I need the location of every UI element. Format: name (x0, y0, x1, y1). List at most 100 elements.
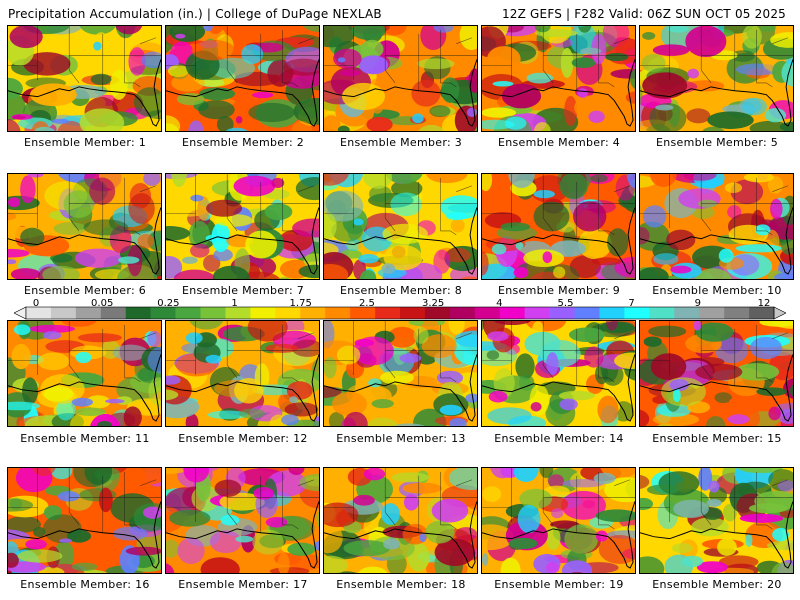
precip-cell (11, 343, 31, 370)
precip-cell (640, 226, 650, 245)
colorbar-tick-label: 7 (628, 298, 635, 309)
precip-cell (441, 77, 460, 104)
precip-cell (402, 482, 443, 494)
precip-cell (366, 417, 399, 426)
precip-core (166, 375, 181, 385)
precip-core (545, 561, 560, 573)
precip-core (358, 253, 379, 264)
ensemble-member-label: Ensemble Member: 11 (20, 432, 150, 445)
colorbar-swatch (26, 307, 52, 319)
map-title: Precipitation Accumulation (in.) | Colle… (8, 7, 382, 21)
precip-cell (517, 504, 541, 534)
state-border (772, 332, 789, 339)
precip-cell (239, 408, 266, 419)
precip-core (515, 242, 524, 250)
precip-cell (671, 543, 693, 554)
precip-core (681, 555, 703, 568)
precip-cell (403, 494, 419, 511)
precip-cell (8, 212, 17, 221)
precip-cell (331, 219, 363, 242)
precip-cell (459, 26, 477, 51)
precip-cell (324, 502, 359, 528)
precip-cell (717, 538, 737, 556)
precip-core (533, 189, 555, 199)
precip-cell (487, 180, 514, 211)
state-border (700, 69, 712, 84)
colorbar-tick-label: 0.25 (157, 298, 180, 309)
precip-cell (508, 174, 535, 188)
state-border (282, 377, 299, 383)
precip-cell (183, 468, 209, 483)
precip-cell (707, 111, 754, 129)
precip-cell (573, 201, 607, 232)
state-border (700, 364, 712, 379)
colorbar-swatch (200, 307, 226, 319)
precip-cell (640, 84, 643, 106)
precip-cell (85, 395, 111, 409)
precip-cell (742, 97, 767, 116)
precip-cell (171, 174, 187, 188)
precip-cell (43, 514, 82, 544)
precip-cell (169, 509, 211, 527)
coastline (166, 207, 319, 275)
precip-core (487, 331, 509, 342)
coastline (640, 501, 793, 569)
precip-cell (577, 228, 612, 260)
precip-cell (303, 253, 319, 269)
precip-cell (90, 73, 112, 85)
precip-cell (74, 248, 123, 268)
precip-cell (434, 538, 476, 567)
colorbar-swatch (75, 307, 102, 319)
precip-core (339, 69, 361, 77)
precip-cell (247, 321, 288, 342)
precip-cell (770, 198, 783, 220)
precip-cell (248, 102, 295, 123)
precip-cell (148, 377, 161, 406)
precip-core (220, 514, 240, 526)
precip-cell (626, 174, 635, 189)
precip-core (383, 538, 400, 550)
precip-cell (324, 356, 337, 379)
precip-cell (486, 46, 521, 73)
precip-cell (691, 206, 715, 219)
precip-core (42, 331, 62, 340)
colorbar-swatch (574, 307, 600, 319)
colorbar-swatch (175, 307, 201, 319)
precip-cell (283, 58, 319, 76)
state-border (282, 82, 299, 88)
precip-cell (189, 321, 224, 330)
precip-core (363, 468, 386, 481)
precip-core (449, 417, 467, 426)
precip-cell (598, 535, 635, 564)
ensemble-member-label: Ensemble Member: 6 (23, 284, 147, 297)
state-border (384, 511, 396, 526)
coastline (8, 501, 161, 569)
precip-core (577, 88, 588, 98)
precip-cell (550, 520, 580, 529)
precip-cell (439, 404, 463, 416)
colorbar-tick-label: 0.05 (91, 298, 114, 309)
precip-cell (10, 268, 41, 279)
ensemble-member-label: Ensemble Member: 20 (652, 578, 782, 591)
state-border (598, 82, 615, 88)
precip-cell (500, 557, 521, 573)
precip-cell (591, 257, 622, 266)
precip-cell (177, 537, 205, 564)
precip-core (8, 197, 21, 208)
precip-cell (128, 47, 146, 76)
precip-cell (303, 26, 319, 32)
precip-cell (695, 322, 734, 342)
precip-core (669, 378, 689, 391)
precip-cell (143, 174, 161, 186)
precip-cell (191, 39, 236, 61)
state-border (124, 524, 141, 530)
precip-cell (625, 91, 635, 104)
colorbar-tick-label: 0 (32, 298, 40, 309)
precip-core (8, 259, 17, 265)
precip-core (446, 212, 468, 221)
state-border (598, 230, 615, 236)
ensemble-panel (323, 25, 478, 132)
precip-core (337, 57, 346, 63)
precip-cell (61, 321, 97, 327)
precip-core (412, 113, 424, 124)
